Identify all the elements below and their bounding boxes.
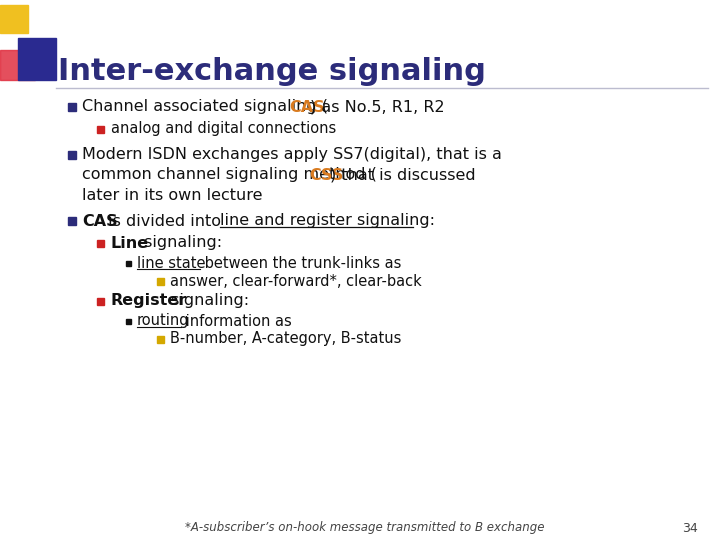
Text: line state: line state [137, 255, 205, 271]
Text: ) as No.5, R1, R2: ) as No.5, R1, R2 [310, 99, 444, 114]
Text: information as: information as [181, 314, 292, 328]
Text: Line: Line [111, 235, 149, 251]
Bar [96, 125, 104, 132]
Text: *A-subscriber’s on-hook message transmitted to B exchange: *A-subscriber’s on-hook message transmit… [185, 522, 544, 535]
Bar [68, 151, 76, 159]
Text: CSS: CSS [310, 167, 344, 183]
Text: answer, clear-forward*, clear-back: answer, clear-forward*, clear-back [170, 273, 422, 288]
Text: between the trunk-links as: between the trunk-links as [200, 255, 401, 271]
Bar [68, 217, 76, 225]
Text: signaling:: signaling: [138, 235, 222, 251]
Bar [125, 319, 130, 323]
Bar [96, 298, 104, 305]
Text: Modern ISDN exchanges apply SS7(digital), that is a: Modern ISDN exchanges apply SS7(digital)… [82, 147, 502, 163]
Text: signaling:: signaling: [166, 294, 249, 308]
Text: analog and digital connections: analog and digital connections [111, 122, 336, 137]
Bar [68, 103, 76, 111]
Bar [125, 260, 130, 266]
Bar [0, 5, 28, 33]
Text: ) that is discussed: ) that is discussed [330, 167, 476, 183]
Bar [0, 50, 35, 80]
Bar [156, 278, 163, 285]
Text: 34: 34 [683, 522, 698, 535]
Text: Channel associated signaling (: Channel associated signaling ( [82, 99, 328, 114]
Text: CAS: CAS [82, 213, 117, 228]
Bar [156, 335, 163, 342]
Text: routing: routing [137, 314, 189, 328]
Text: Inter-exchange signaling: Inter-exchange signaling [58, 57, 486, 86]
Text: CAS: CAS [289, 99, 325, 114]
Bar [18, 38, 56, 80]
Text: Register: Register [111, 294, 187, 308]
Text: B-number, A-category, B-status: B-number, A-category, B-status [170, 332, 401, 347]
Bar [96, 240, 104, 246]
Text: line and register signaling:: line and register signaling: [220, 213, 435, 228]
Text: is divided into: is divided into [103, 213, 226, 228]
Text: later in its own lecture: later in its own lecture [82, 187, 263, 202]
Text: common channel signaling method (: common channel signaling method ( [82, 167, 377, 183]
